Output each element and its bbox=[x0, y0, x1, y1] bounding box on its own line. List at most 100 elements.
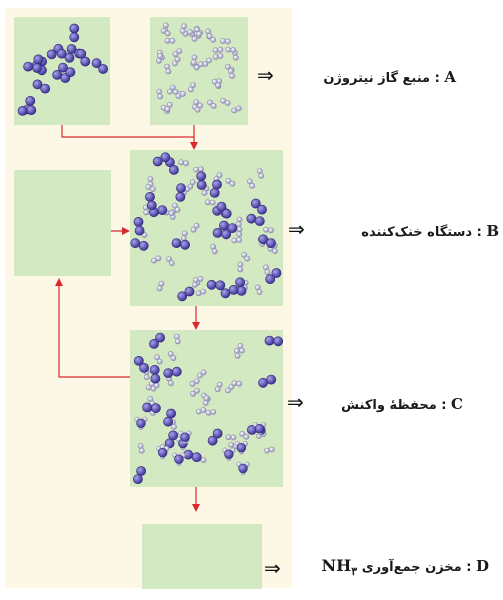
hydrogen-atom bbox=[191, 54, 198, 61]
hydrogen-atom bbox=[228, 441, 235, 448]
hydrogen-molecule bbox=[246, 178, 256, 189]
hydrogen-molecule bbox=[227, 68, 235, 79]
nitrogen-molecule bbox=[265, 268, 282, 285]
nitrogen-atom bbox=[246, 213, 257, 224]
hydrogen-molecule bbox=[175, 91, 186, 99]
reaction-molecules bbox=[132, 332, 284, 484]
hydrogen-atom bbox=[204, 199, 211, 206]
nitrogen-atom bbox=[264, 335, 275, 346]
hydrogen-atom bbox=[264, 447, 270, 454]
nitrogen-molecule bbox=[133, 355, 149, 373]
box-mixer bbox=[130, 150, 283, 306]
nitrogen-atom bbox=[139, 362, 149, 373]
hydrogen-atom bbox=[236, 231, 242, 238]
nitrogen-atom bbox=[149, 338, 159, 349]
hydrogen-atom bbox=[138, 447, 145, 454]
hydrogen-atom bbox=[214, 386, 221, 393]
nitrogen-atom bbox=[146, 200, 157, 211]
hydrogen-molecule bbox=[151, 255, 162, 264]
hydrogen-atom bbox=[193, 378, 200, 384]
hydrogen-molecule bbox=[237, 342, 245, 354]
nitrogen-molecule bbox=[250, 198, 267, 215]
hydrogen-atom bbox=[164, 63, 170, 70]
hydrogen-atom bbox=[167, 350, 174, 357]
hydrogen-molecule bbox=[137, 442, 145, 454]
nitrogen-atom bbox=[26, 105, 37, 115]
hydrogen-molecule bbox=[254, 284, 263, 295]
nitrogen-molecule bbox=[207, 428, 223, 446]
hydrogen-atom bbox=[239, 430, 246, 437]
nitrogen-molecule bbox=[209, 179, 222, 198]
hydrogen-molecule bbox=[145, 184, 156, 192]
hydrogen-atom bbox=[181, 230, 188, 237]
flow-arrow-recycle-path bbox=[55, 278, 130, 378]
nitrogen-atom bbox=[168, 164, 179, 175]
hydrogen-atom bbox=[179, 28, 186, 34]
hydrogen-atom bbox=[143, 209, 150, 216]
hydrogen-molecule bbox=[164, 63, 172, 75]
hydrogen-atom bbox=[137, 442, 144, 449]
nitrogen-atom bbox=[80, 56, 91, 67]
hydrogen-atom bbox=[201, 190, 208, 196]
hydrogen-atom bbox=[187, 86, 194, 93]
hydrogen-molecule bbox=[225, 46, 237, 53]
hydrogen-molecule bbox=[173, 333, 181, 345]
hydrogen-atom bbox=[258, 172, 265, 179]
hydrogen-molecule bbox=[263, 226, 274, 234]
hydrogen-atom bbox=[236, 226, 243, 233]
hydrogen-molecule bbox=[171, 56, 181, 67]
hydrogen-atom bbox=[268, 446, 275, 453]
nitrogen-atom bbox=[25, 96, 36, 106]
hydrogen-atom bbox=[156, 285, 163, 292]
nitrogen-atom bbox=[142, 402, 152, 413]
hydrogen-atom bbox=[209, 199, 216, 206]
nitrogen-atom bbox=[163, 368, 174, 378]
hydrogen-molecule bbox=[231, 105, 242, 114]
hydrogen-atom bbox=[212, 54, 219, 60]
hydrogen-molecule bbox=[195, 407, 207, 415]
hydrogen-atom bbox=[236, 236, 243, 243]
hydrogen-atom bbox=[215, 82, 221, 89]
box-cooler bbox=[14, 170, 111, 276]
nitrogen-molecule bbox=[164, 430, 179, 449]
hydrogen-atom bbox=[164, 106, 171, 112]
hydrogen-atom bbox=[268, 227, 274, 234]
hydrogen-atom bbox=[197, 102, 204, 109]
nitrogen-atom bbox=[215, 280, 226, 291]
nitrogen-molecule bbox=[76, 48, 91, 67]
hydrogen-atom bbox=[147, 176, 154, 182]
hydrogen-atom bbox=[237, 261, 244, 268]
nitrogen-atom bbox=[212, 179, 222, 190]
hydrogen-molecule bbox=[195, 288, 207, 297]
hydrogen-atom bbox=[170, 355, 177, 361]
hydrogen-molecule bbox=[231, 236, 243, 244]
hydrogen-molecule bbox=[156, 280, 165, 292]
hydrogen-atom bbox=[229, 180, 236, 187]
hydrogen-molecule bbox=[154, 354, 163, 365]
nitrogen-atom bbox=[149, 364, 160, 375]
label-a-letter: A bbox=[444, 68, 456, 86]
nitrogen-atom bbox=[235, 277, 245, 288]
hydrogen-molecule bbox=[220, 38, 231, 45]
hydrogen-atom bbox=[237, 266, 244, 273]
nitrogen-atom bbox=[271, 268, 282, 278]
hydrogen-molecule bbox=[190, 387, 200, 397]
hydrogen-molecule bbox=[187, 82, 196, 93]
hydrogen-atom bbox=[169, 84, 176, 91]
double-arrow-icon-b: ⇒ bbox=[288, 217, 305, 241]
nitrogen-atom bbox=[236, 443, 247, 453]
hydrogen-atom bbox=[168, 260, 175, 266]
nitrogen-atom bbox=[163, 416, 173, 427]
hydrogen-atom bbox=[191, 281, 198, 288]
nitrogen-molecule bbox=[171, 238, 190, 250]
hydrogen-atom bbox=[228, 383, 235, 390]
ammonia-molecule bbox=[234, 441, 249, 455]
nitrogen-atom bbox=[23, 61, 33, 72]
nitrogen-atom bbox=[175, 191, 186, 202]
hydrogen-atom bbox=[207, 99, 213, 106]
hydrogen-atom bbox=[220, 97, 227, 104]
nitrogen-atom bbox=[216, 201, 227, 212]
nitrogen-molecule bbox=[264, 335, 284, 347]
